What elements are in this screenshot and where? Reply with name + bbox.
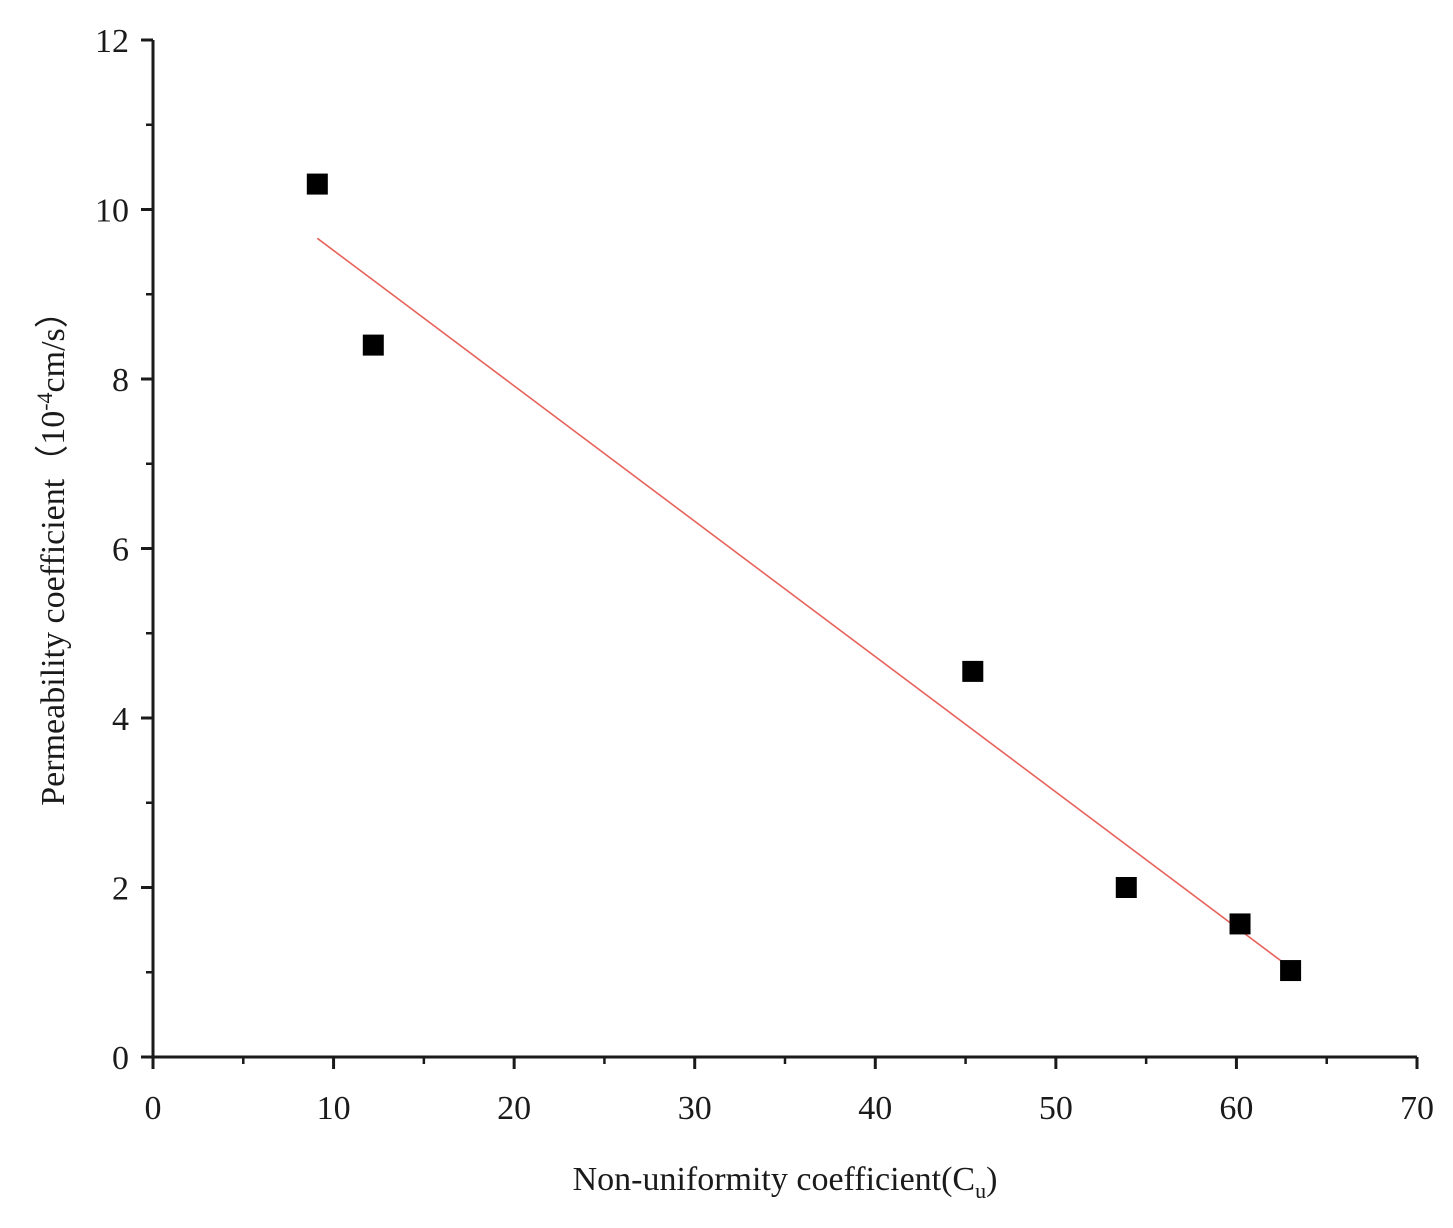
fit-line-layer: [316, 237, 1292, 969]
y-tick-label: 2: [112, 871, 129, 908]
y-tick-label: 4: [112, 701, 129, 738]
x-tick-label: 30: [678, 1090, 712, 1127]
x-tick-label: 0: [145, 1090, 162, 1127]
x-tick-label: 50: [1039, 1090, 1073, 1127]
data-point: [962, 660, 984, 682]
x-tick-label: 20: [497, 1090, 531, 1127]
y-axis-title: Permeability coefficient（10-4cm/s）: [32, 294, 72, 806]
data-points: [306, 173, 1302, 982]
y-tick-label: 12: [95, 23, 129, 60]
x-tick-label: 10: [317, 1090, 351, 1127]
x-tick-label: 60: [1219, 1090, 1253, 1127]
y-tick-label: 6: [112, 532, 129, 569]
data-point: [1280, 960, 1302, 982]
tick-labels: 0 10 20 30 40 50 60 70 0 2 4 6 8 10 12: [95, 23, 1434, 1127]
data-point: [306, 173, 328, 195]
linear-fit-line: [316, 237, 1292, 969]
y-tick-label: 0: [112, 1040, 129, 1077]
y-tick-label: 10: [95, 193, 129, 230]
x-tick-label: 70: [1400, 1090, 1434, 1127]
data-point: [1229, 913, 1251, 935]
x-tick-label: 40: [858, 1090, 892, 1127]
data-point: [1115, 877, 1137, 898]
y-tick-label: 8: [112, 362, 129, 399]
x-axis-title: Non-uniformity coefficient(Cu): [573, 1161, 998, 1203]
data-point: [362, 334, 384, 356]
axes: [141, 38, 1419, 1069]
